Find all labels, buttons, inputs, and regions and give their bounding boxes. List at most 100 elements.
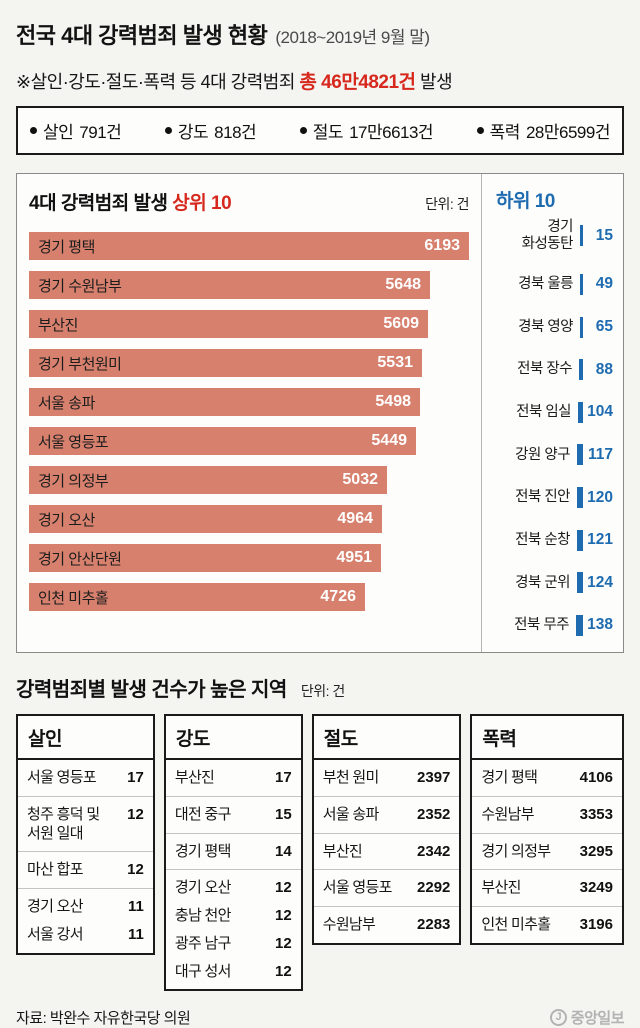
low-row-label: 전북 임실 [486,404,571,421]
bar: 경기 안산단원4951 [29,544,381,572]
category-row-name: 서울 송파 [323,806,413,825]
category-row-name: 충남 천안 [175,907,271,926]
category-row-value: 12 [275,963,292,980]
low-row-value: 49 [583,275,613,293]
category-row: 수원남부 3353 [472,796,622,833]
bullet-icon [300,127,307,134]
category-row: 서울 영등포17 [18,760,153,796]
bar-label: 경기 평택 [38,236,95,257]
bar-label: 경기 의정부 [38,470,108,491]
category-row-value: 12 [127,806,144,823]
low-row: 전북 진안120 [486,487,613,508]
category-row: 서울 송파2352 [314,796,460,833]
category-row-name: 경기 평택 [175,843,271,862]
low10-rows: 경기 화성동탄15경북 울릉49경북 영양65전북 장수88전북 임실104강원… [486,219,613,636]
bar: 서울 송파5498 [29,388,420,416]
bar-label: 경기 오산 [38,509,95,530]
top10-pane: 4대 강력범죄 발생 상위 10 단위: 건 경기 평택6193경기 수원남부5… [17,174,481,652]
category-box-title: 살인 [18,716,153,760]
bar: 경기 수원남부5648 [29,271,430,299]
low-row-value: 15 [583,227,613,245]
category-row-name: 광주 남구 [175,935,271,954]
low-row-value: 117 [583,446,613,464]
category-row-name: 부천 원미 [323,769,413,788]
low-row-value: 121 [583,531,613,549]
category-row: 청주 흥덕 및 서원 일대12 [18,796,153,852]
bar-value: 5609 [383,315,419,333]
bar-label: 부산진 [38,314,78,335]
category-boxes: 살인서울 영등포17청주 흥덕 및 서원 일대12마산 합포12경기 오산11서… [16,714,624,991]
category-row: 경기 오산12 [166,869,301,906]
category-row: 부천 원미2397 [314,760,460,796]
category-row-value: 2342 [417,843,450,860]
category-row: 부산진3249 [472,869,622,906]
category-row: 충남 천안12 [166,906,301,934]
main-chart-box: 4대 강력범죄 발생 상위 10 단위: 건 경기 평택6193경기 수원남부5… [16,173,624,653]
category-row-name: 대전 중구 [175,806,271,825]
category-row-value: 11 [128,898,144,915]
bar-value: 5449 [371,432,407,450]
stat-label: 살인 [43,118,73,143]
low-row: 강원 양구117 [486,444,613,465]
category-row: 서울 영등포2292 [314,869,460,906]
category-row-name: 부산진 [175,769,271,788]
bar-row: 경기 평택6193 [29,232,469,260]
category-row-value: 11 [128,926,144,943]
stat-value: 17만6613건 [349,118,433,143]
page-title: 전국 4대 강력범죄 발생 현황 [16,18,267,50]
stat-theft: 절도 17만6613건 [300,118,433,143]
category-row: 대전 중구15 [166,796,301,833]
top10-title: 4대 강력범죄 발생 상위 10 [29,188,231,215]
stat-value: 818건 [214,118,256,143]
stat-label: 절도 [313,118,343,143]
low-row-label: 전북 진안 [486,489,570,506]
low-row-label: 전북 순창 [486,532,570,549]
category-row-value: 2283 [417,916,450,933]
category-row: 경기 평택4106 [472,760,622,796]
low-row: 전북 임실104 [486,402,613,423]
category-row-value: 15 [275,806,292,823]
category-row-name: 청주 흥덕 및 서원 일대 [27,806,123,844]
infographic-page: 전국 4대 강력범죄 발생 현황 (2018~2019년 9월 말) ※살인·강… [0,0,640,1028]
bar-label: 경기 안산단원 [38,548,121,569]
note-prefix: ※살인·강도·절도·폭력 등 4대 강력범죄 [16,72,299,92]
footer: 자료: 박완수 자유한국당 의원 J 중앙일보 [16,1007,624,1028]
category-row-value: 4106 [580,769,613,786]
stat-value: 28만6599건 [526,118,610,143]
logo-text: 중앙일보 [571,1007,624,1028]
category-row-value: 17 [275,769,292,786]
category-row-name: 부산진 [481,879,575,898]
logo-j-icon: J [550,1009,567,1026]
category-row-value: 2397 [417,769,450,786]
bar-label: 인천 미추홀 [38,587,108,608]
bullet-icon [165,127,172,134]
bottom10-pane: 하위 10 경기 화성동탄15경북 울릉49경북 영양65전북 장수88전북 임… [481,174,623,652]
stat-label: 강도 [178,118,208,143]
category-row-name: 경기 오산 [27,898,124,917]
bar-row: 부산진 5609 [29,310,469,338]
section2-header: 강력범죄별 발생 건수가 높은 지역 단위: 건 [16,673,624,702]
category-row-value: 14 [275,843,292,860]
stat-label: 폭력 [490,118,520,143]
bar-label: 경기 부천원미 [38,353,121,374]
joongang-ilbo-logo: J 중앙일보 [550,1007,624,1028]
bar: 경기 오산4964 [29,505,382,533]
low-row-value: 138 [583,616,613,634]
category-row-name: 수원남부 [323,916,413,935]
category-row-name: 수원남부 [481,806,575,825]
top10-title-highlight: 상위 10 [172,193,231,214]
category-row-name: 대구 성서 [175,963,271,982]
bar: 인천 미추홀4726 [29,583,365,611]
category-box-title: 폭력 [472,716,622,760]
bar: 경기 평택6193 [29,232,469,260]
category-row-name: 서울 강서 [27,926,124,945]
category-box: 살인서울 영등포17청주 흥덕 및 서원 일대12마산 합포12경기 오산11서… [16,714,155,955]
category-row-value: 3295 [580,843,613,860]
low-row: 전북 순창 121 [486,530,613,551]
category-row-value: 3196 [580,916,613,933]
category-row: 수원남부2283 [314,906,460,943]
note-total-highlight: 총 46만4821건 [299,72,415,93]
low-row-bar [576,615,583,636]
category-row-name: 경기 오산 [175,879,271,898]
category-row-value: 3353 [580,806,613,823]
